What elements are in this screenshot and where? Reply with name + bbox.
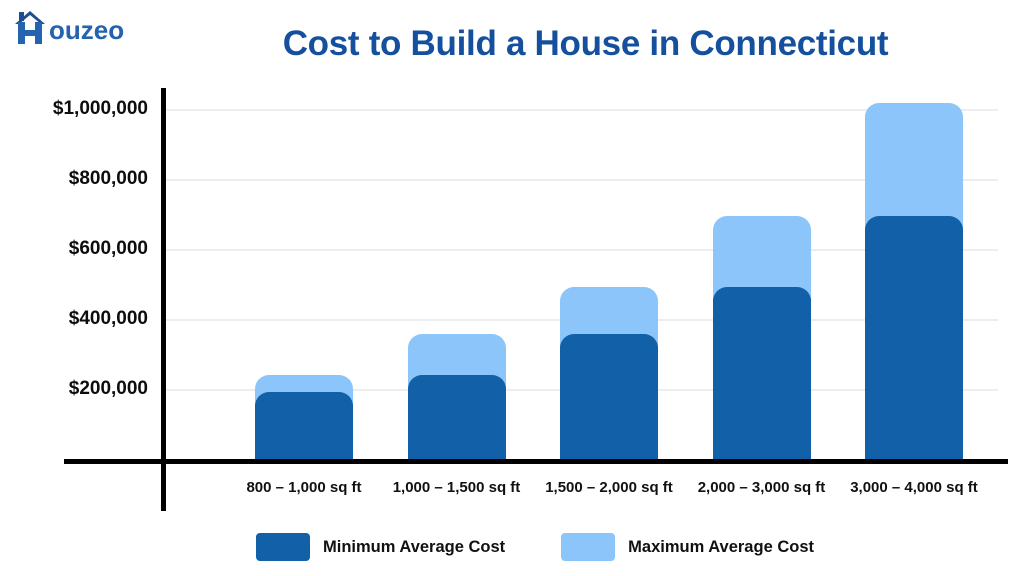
y-axis-tick-label: $800,000: [68, 167, 148, 189]
bar-minimum-average-cost: [712, 286, 811, 464]
legend-swatch: [256, 533, 310, 561]
house-icon: [15, 11, 45, 44]
logo-text: ouzeo: [49, 15, 125, 45]
y-axis-tick-label: $200,000: [68, 377, 148, 399]
bar-minimum-average-cost: [865, 216, 963, 464]
chart-title: Cost to Build a House in Connecticut: [282, 24, 889, 63]
x-axis-line: [64, 459, 1008, 464]
legend-label: Minimum Average Cost: [323, 537, 506, 556]
legend-item: Minimum Average Cost: [256, 533, 505, 561]
x-axis-category-label: 1,000 – 1,500 sq ft: [392, 479, 521, 496]
x-axis-category-label: 2,000 – 3,000 sq ft: [697, 479, 826, 496]
legend-label: Maximum Average Cost: [628, 537, 814, 556]
y-axis-tick-label: $600,000: [68, 237, 148, 259]
bar-minimum-average-cost: [560, 334, 658, 464]
y-axis-tick-label: $1,000,000: [52, 98, 148, 119]
bar-minimum-average-cost: [407, 374, 506, 464]
gridline: [163, 178, 998, 181]
y-axis-line: [161, 88, 166, 511]
houzeo-logo: ouzeo: [14, 9, 124, 45]
gridline: [163, 109, 998, 111]
bar-minimum-average-cost: [255, 392, 353, 464]
x-axis-category-label: 3,000 – 4,000 sq ft: [850, 479, 978, 496]
y-axis-tick-label: $400,000: [68, 307, 148, 329]
chart-legend: Minimum Average Cost Maximum Average Cost: [50, 533, 1020, 561]
x-axis-category-label: 1,500 – 2,000 sq ft: [545, 479, 673, 496]
gridline: [163, 248, 998, 251]
legend-item: Maximum Average Cost: [561, 533, 814, 561]
legend-swatch: [561, 533, 616, 561]
x-axis-category-label: 800 – 1,000 sq ft: [246, 479, 362, 496]
